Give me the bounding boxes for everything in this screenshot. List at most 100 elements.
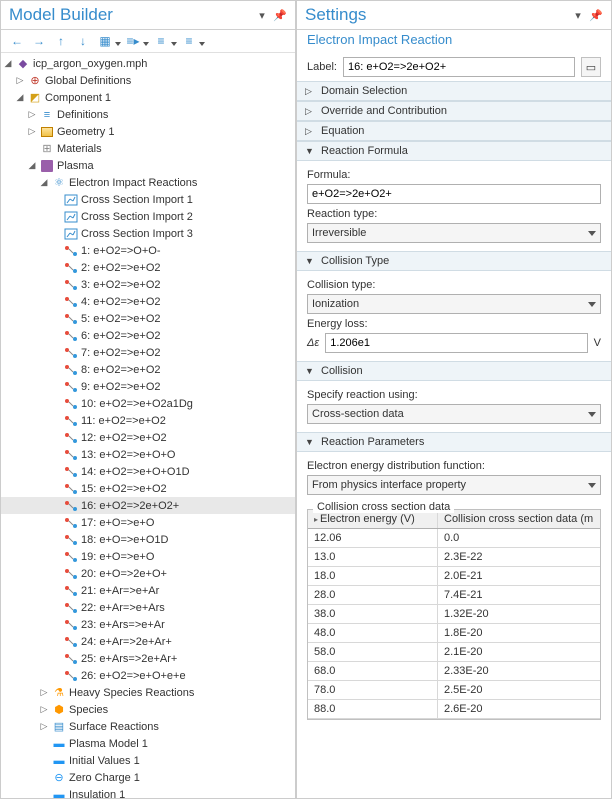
tree-insulation[interactable]: ▬ Insulation 1 [1, 786, 295, 798]
tree-reaction-19[interactable]: 19: e+O=>e+O [1, 548, 295, 565]
table-row[interactable]: 38.0 1.32E-20 [308, 605, 600, 624]
tree-geometry[interactable]: ▷ Geometry 1 [1, 123, 295, 140]
tree-reaction-22[interactable]: 22: e+Ar=>e+Ars [1, 599, 295, 616]
table-cell-energy[interactable]: 12.06 [308, 529, 438, 547]
table-cell-cross-section[interactable]: 1.32E-20 [438, 605, 600, 623]
collapse-button[interactable]: ▦ [95, 32, 115, 50]
table-cell-cross-section[interactable]: 7.4E-21 [438, 586, 600, 604]
tree-surface-reactions[interactable]: ▷ ▤ Surface Reactions [1, 718, 295, 735]
tree-reaction-24[interactable]: 24: e+Ar=>2e+Ar+ [1, 633, 295, 650]
tree-toggle-icon[interactable]: ◢ [3, 58, 13, 69]
table-cell-cross-section[interactable]: 2.0E-21 [438, 567, 600, 585]
energy-loss-input[interactable] [325, 333, 587, 353]
tree-component[interactable]: ◢ ◩ Component 1 [1, 89, 295, 106]
tree-heavy-species[interactable]: ▷ ⚗ Heavy Species Reactions [1, 684, 295, 701]
tree-global-definitions[interactable]: ▷ ⊕ Global Definitions [1, 72, 295, 89]
tree-reaction-4[interactable]: 4: e+O2=>e+O2 [1, 293, 295, 310]
tree-reaction-25[interactable]: 25: e+Ars=>2e+Ar+ [1, 650, 295, 667]
section-reaction-formula[interactable]: ▼Reaction Formula [297, 141, 611, 161]
tree-reaction-6[interactable]: 6: e+O2=>e+O2 [1, 327, 295, 344]
tree-toggle-icon[interactable]: ▷ [27, 109, 37, 120]
table-cell-energy[interactable]: 18.0 [308, 567, 438, 585]
dropdown-icon[interactable]: ▾ [255, 8, 269, 22]
tree-toggle-icon[interactable]: ▷ [39, 687, 49, 698]
tree-plasma[interactable]: ◢ Plasma [1, 157, 295, 174]
tree-toggle-icon[interactable]: ◢ [27, 160, 37, 171]
formula-input[interactable] [307, 184, 601, 204]
table-row[interactable]: 68.0 2.33E-20 [308, 662, 600, 681]
table-row[interactable]: 58.0 2.1E-20 [308, 643, 600, 662]
tree-reaction-10[interactable]: 10: e+O2=>e+O2a1Dg [1, 395, 295, 412]
tree-reaction-7[interactable]: 7: e+O2=>e+O2 [1, 344, 295, 361]
tree-reaction-9[interactable]: 9: e+O2=>e+O2 [1, 378, 295, 395]
table-row[interactable]: 48.0 1.8E-20 [308, 624, 600, 643]
tree-reaction-12[interactable]: 12: e+O2=>e+O2 [1, 429, 295, 446]
table-cell-energy[interactable]: 38.0 [308, 605, 438, 623]
tree-reaction-20[interactable]: 20: e+O=>2e+O+ [1, 565, 295, 582]
tree-definitions[interactable]: ▷ ≡ Definitions [1, 106, 295, 123]
label-link-button[interactable]: ▭ [581, 57, 601, 77]
table-row[interactable]: 28.0 7.4E-21 [308, 586, 600, 605]
tree-reaction-5[interactable]: 5: e+O2=>e+O2 [1, 310, 295, 327]
section-reaction-params[interactable]: ▼Reaction Parameters [297, 432, 611, 452]
tree-reaction-15[interactable]: 15: e+O2=>e+O2 [1, 480, 295, 497]
tree-toggle-icon[interactable]: ▷ [15, 75, 25, 86]
tree-reaction-26[interactable]: 26: e+O2=>e+O+e+e [1, 667, 295, 684]
table-row[interactable]: 13.0 2.3E-22 [308, 548, 600, 567]
tree-zero-charge[interactable]: ⊖ Zero Charge 1 [1, 769, 295, 786]
section-equation[interactable]: ▷Equation [297, 121, 611, 141]
tree-root[interactable]: ◢ ◆ icp_argon_oxygen.mph [1, 55, 295, 72]
tree-materials[interactable]: ⊞ Materials [1, 140, 295, 157]
list3-button[interactable]: ≡ [179, 32, 199, 50]
tree-reaction-17[interactable]: 17: e+O=>e+O [1, 514, 295, 531]
table-cell-energy[interactable]: 88.0 [308, 700, 438, 718]
tree-import-1[interactable]: Cross Section Import 1 [1, 191, 295, 208]
dropdown-icon[interactable]: ▾ [571, 8, 585, 22]
reaction-type-select[interactable]: Irreversible [307, 223, 601, 243]
table-cell-cross-section[interactable]: 2.3E-22 [438, 548, 600, 566]
back-button[interactable]: ← [7, 32, 27, 50]
tree-toggle-icon[interactable]: ▷ [39, 721, 49, 732]
table-cell-cross-section[interactable]: 2.33E-20 [438, 662, 600, 680]
specify-select[interactable]: Cross-section data [307, 404, 601, 424]
table-cell-cross-section[interactable]: 1.8E-20 [438, 624, 600, 642]
tree-import-2[interactable]: Cross Section Import 2 [1, 208, 295, 225]
tree-reaction-2[interactable]: 2: e+O2=>e+O2 [1, 259, 295, 276]
tree-reaction-3[interactable]: 3: e+O2=>e+O2 [1, 276, 295, 293]
table-cell-cross-section[interactable]: 2.1E-20 [438, 643, 600, 661]
tree-species[interactable]: ▷ ⬢ Species [1, 701, 295, 718]
table-header-cross-section[interactable]: Collision cross section data (m [438, 510, 600, 528]
table-cell-energy[interactable]: 78.0 [308, 681, 438, 699]
table-cell-energy[interactable]: 68.0 [308, 662, 438, 680]
table-row[interactable]: 18.0 2.0E-21 [308, 567, 600, 586]
down-button[interactable]: ↓ [73, 32, 93, 50]
pin-icon[interactable]: 📌 [273, 8, 287, 22]
up-button[interactable]: ↑ [51, 32, 71, 50]
table-cell-cross-section[interactable]: 0.0 [438, 529, 600, 547]
tree-reaction-18[interactable]: 18: e+O=>e+O1D [1, 531, 295, 548]
section-collision[interactable]: ▼Collision [297, 361, 611, 381]
table-cell-energy[interactable]: 28.0 [308, 586, 438, 604]
eedf-select[interactable]: From physics interface property [307, 475, 601, 495]
tree-reaction-1[interactable]: 1: e+O2=>O+O- [1, 242, 295, 259]
tree-toggle-icon[interactable]: ◢ [15, 92, 25, 103]
pin-icon[interactable]: 📌 [589, 8, 603, 22]
tree-electron-impact-reactions[interactable]: ◢ ⚛ Electron Impact Reactions [1, 174, 295, 191]
collision-type-select[interactable]: Ionization [307, 294, 601, 314]
table-cell-energy[interactable]: 48.0 [308, 624, 438, 642]
tree-reaction-21[interactable]: 21: e+Ar=>e+Ar [1, 582, 295, 599]
table-row[interactable]: 78.0 2.5E-20 [308, 681, 600, 700]
section-collision-type[interactable]: ▼Collision Type [297, 251, 611, 271]
tree-reaction-23[interactable]: 23: e+Ars=>e+Ar [1, 616, 295, 633]
table-row[interactable]: 88.0 2.6E-20 [308, 700, 600, 719]
tree-reaction-13[interactable]: 13: e+O2=>e+O+O [1, 446, 295, 463]
table-cell-cross-section[interactable]: 2.6E-20 [438, 700, 600, 718]
forward-button[interactable]: → [29, 32, 49, 50]
table-cell-energy[interactable]: 13.0 [308, 548, 438, 566]
table-row[interactable]: 12.06 0.0 [308, 529, 600, 548]
table-cell-cross-section[interactable]: 2.5E-20 [438, 681, 600, 699]
list1-button[interactable]: ≡▸ [123, 32, 143, 50]
tree-toggle-icon[interactable]: ▷ [39, 704, 49, 715]
tree-toggle-icon[interactable]: ▷ [27, 126, 37, 137]
list2-button[interactable]: ≡ [151, 32, 171, 50]
